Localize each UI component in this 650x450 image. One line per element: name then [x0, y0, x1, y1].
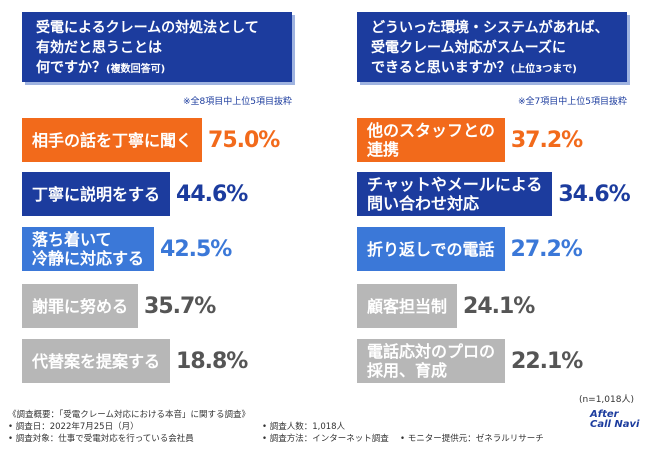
value-label: 35.7%	[144, 293, 216, 319]
bar-label: 落ち着いて 冷静に対応する	[32, 230, 144, 268]
bar-label: 丁寧に説明をする	[32, 185, 160, 204]
bar-label-line: 丁寧に説明をする	[32, 184, 161, 204]
bar: 相手の話を丁寧に聞く	[22, 118, 203, 162]
bar: 丁寧に説明をする	[22, 172, 171, 216]
footer-text: 《調査概要：「受電クレーム対応における本音」に関する調査》	[8, 410, 250, 420]
bar-label-line: 採用、育成	[367, 361, 448, 380]
bar-label: 代替案を提案する	[32, 352, 160, 371]
bar-label: 相手の話を丁寧に聞く	[32, 131, 192, 150]
bar-label: チャットやメールによる 問い合わせ対応	[367, 175, 542, 213]
question-text: 何ですか？	[36, 60, 106, 76]
question-text: 受電によるクレームの対処法として	[36, 20, 259, 36]
bar-label-line: 謝罪に努める	[32, 296, 129, 316]
value-label: 75.0%	[208, 127, 280, 153]
bar-row: 丁寧に説明をする 44.6%	[22, 172, 248, 216]
question-text: 有効だと思うことは	[36, 40, 162, 56]
bar-label-line: 相手の話を丁寧に聞く	[32, 130, 193, 150]
value-label: 22.1%	[511, 348, 583, 374]
note: ※全8項目中上位5項目抜粋	[183, 97, 292, 107]
value-label: 44.6%	[176, 181, 248, 207]
bar: 落ち着いて 冷静に対応する	[22, 227, 155, 271]
bar: 謝罪に努める	[22, 284, 139, 328]
question-box: どういった環境・システムがあれば、 受電クレーム対応がスムーズに できると思いますか…	[357, 12, 627, 82]
value-label: 42.5%	[160, 236, 232, 262]
footer-text: • 調査方法：インターネット調査	[262, 434, 389, 444]
value-label: 18.8%	[176, 348, 248, 374]
value-label: 34.6%	[558, 181, 630, 207]
value-label: 24.1%	[463, 293, 535, 319]
bar: 電話応対のプロの 採用、育成	[357, 339, 506, 383]
panel: 受電によるクレームの対処法として 有効だと思うことは 何ですか？(複数回答可) ※全8…	[22, 0, 312, 400]
bar-row: 落ち着いて 冷静に対応する 42.5%	[22, 227, 232, 271]
bar-row: 折り返しでの電話 27.2%	[357, 227, 583, 271]
bar-row: 相手の話を丁寧に聞く 75.0%	[22, 118, 280, 162]
bar-row: 他のスタッフとの 連携 37.2%	[357, 118, 583, 162]
value-label: 27.2%	[510, 236, 583, 262]
bar-label-line: 顧客担当制	[367, 296, 448, 316]
bar-row: 謝罪に努める 35.7%	[22, 284, 216, 328]
bar-label-line: チャットやメールによる	[367, 175, 543, 194]
question-line: 何ですか？(複数回答可)	[36, 58, 292, 80]
bar-row: 顧客担当制 24.1%	[357, 284, 535, 328]
bar: 代替案を提案する	[22, 339, 171, 383]
question-box: 受電によるクレームの対処法として 有効だと思うことは 何ですか？(複数回答可)	[22, 12, 292, 82]
question-line: 受電クレーム対応がスムーズに	[371, 38, 627, 58]
panel: どういった環境・システムがあれば、 受電クレーム対応がスムーズに できると思いますか…	[357, 0, 647, 400]
bar-label: 電話応対のプロの 採用、育成	[367, 342, 495, 380]
bar-label-line: 問い合わせ対応	[367, 194, 480, 213]
bar-label-line: 落ち着いて	[32, 230, 112, 249]
question-note: (上位3つまで)	[510, 64, 577, 75]
bar-label-line: 代替案を提案する	[32, 351, 161, 371]
question-line: 受電によるクレームの対処法として	[36, 18, 292, 38]
bar-label: 折り返しでの電話	[367, 240, 495, 259]
bar-label: 他のスタッフとの 連携	[367, 121, 495, 159]
bar: 折り返しでの電話	[357, 227, 505, 271]
bar-label-line: 冷静に対応する	[32, 249, 145, 268]
question-note: (複数回答可)	[106, 64, 166, 75]
logo: After Call Navi	[590, 409, 640, 430]
question-line: どういった環境・システムがあれば、	[371, 18, 627, 38]
bar-label: 顧客担当制	[367, 297, 447, 316]
question-text: どういった環境・システムがあれば、	[371, 20, 609, 36]
bar-label-line: 折り返しでの電話	[367, 239, 495, 259]
bar: チャットやメールによる 問い合わせ対応	[357, 172, 553, 216]
footer-text: • 調査日：2022年7月25日（月）	[8, 422, 139, 432]
footer-text: • モニター提供元：ゼネラルリサーチ	[400, 434, 544, 444]
note: ※全7項目中上位5項目抜粋	[518, 97, 627, 107]
bar-label-line: 連携	[367, 140, 400, 159]
bar-row: チャットやメールによる 問い合わせ対応 34.6%	[357, 172, 631, 216]
bar-label-line: 電話応対のプロの	[367, 342, 496, 361]
bar-row: 電話応対のプロの 採用、育成 22.1%	[357, 339, 583, 383]
bar: 顧客担当制	[357, 284, 458, 328]
question-line: できると思いますか？(上位3つまで)	[371, 58, 627, 80]
footer-text: • 調査対象：仕事で受電対応を行っている会社員	[8, 434, 194, 444]
bar: 他のスタッフとの 連携	[357, 118, 505, 162]
bar-label-line: 他のスタッフとの	[367, 121, 495, 140]
bar-label: 謝罪に努める	[32, 297, 128, 316]
sample-size: (n=1,018人)	[578, 395, 634, 405]
bar-row: 代替案を提案する 18.8%	[22, 339, 248, 383]
value-label: 37.2%	[510, 127, 583, 153]
question-text: 受電クレーム対応がスムーズに	[371, 40, 566, 56]
question-text: できると思いますか？	[371, 60, 511, 76]
footer-text: • 調査人数：1,018人	[262, 422, 346, 432]
question-line: 有効だと思うことは	[36, 38, 292, 58]
